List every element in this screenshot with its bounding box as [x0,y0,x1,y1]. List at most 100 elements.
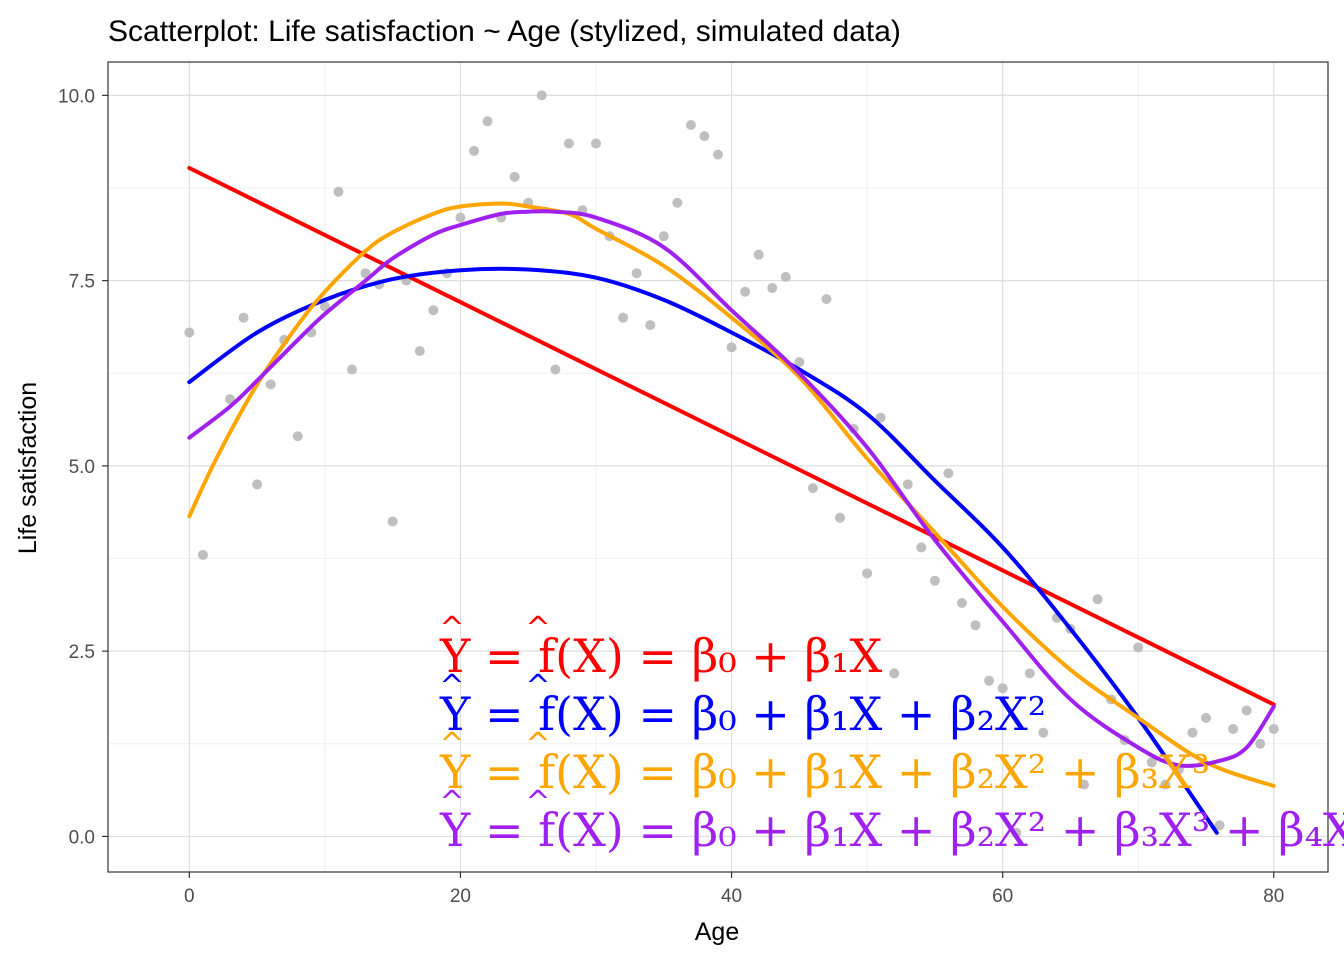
data-point [699,131,710,142]
fit-line-quadratic [187,266,1219,835]
data-point [197,549,208,560]
data-point [780,271,791,282]
x-tick-label: 0 [184,886,195,907]
data-point [1268,723,1279,734]
data-point [184,327,195,338]
data-point [1255,738,1266,749]
hat-mark-f: ^ [525,669,550,704]
grid-major [108,62,1328,872]
data-point [252,479,263,490]
data-point [984,675,995,686]
data-point [1038,727,1049,738]
data-point [482,116,493,127]
hat-mark-y: ^ [439,611,464,646]
fit-line-linear [187,166,1276,707]
data-point [713,149,723,160]
data-point [807,483,818,494]
hat-mark-f: ^ [525,611,550,646]
scatter-points [184,90,1279,838]
data-point [1146,757,1157,768]
chart-title: Scatterplot: Life satisfaction ~ Age (st… [108,15,901,48]
data-point [929,575,940,586]
data-point [319,301,330,312]
hat-mark-y: ^ [439,669,464,704]
data-point [740,286,751,297]
equation-cubic: Y = f(X) = β₀ + β₁X + β₂X² + β₃X³ [439,745,1210,799]
data-point [997,683,1008,694]
data-point [821,294,832,305]
data-point [428,305,439,316]
data-point [563,138,574,149]
equation-linear: Y = f(X) = β₀ + β₁X [439,629,882,683]
y-tick-label: 0.0 [69,827,95,848]
x-tick-label: 40 [721,886,742,907]
data-point [469,145,479,156]
data-point [509,171,520,182]
data-point [225,394,235,405]
data-point [1201,712,1211,723]
data-point [658,231,669,242]
fit-line-cubic [187,201,1276,788]
data-point [1079,779,1089,790]
hat-mark-y: ^ [439,785,464,820]
equation-annotations: Y = f(X) = β₀ + β₁X^ ^Y = f(X) = β₀ + β₁X… [439,611,1344,857]
data-point [265,379,276,390]
y-tick-label: 5.0 [69,457,95,478]
y-tick-label: 10.0 [58,86,95,107]
data-point [455,212,466,223]
data-point [292,431,303,442]
equation-quartic: Y = f(X) = β₀ + β₁X + β₂X² + β₃X³ + β₄X⁴ [439,803,1344,857]
x-tick-label: 80 [1263,886,1284,907]
fit-lines [187,166,1276,835]
data-point [794,357,805,368]
x-axis-title: Age [695,918,739,946]
data-point [835,512,845,523]
data-point [1187,727,1198,738]
x-tick-label: 60 [992,886,1013,907]
data-point [387,516,398,527]
data-point [1160,779,1171,790]
y-axis-title: Life satisfaction [14,382,42,554]
x-axis-ticks: 0 20 40 60 80 [184,872,1284,907]
data-point [536,90,547,101]
data-point [414,346,425,357]
hat-mark-f: ^ [525,785,550,820]
data-point [726,342,737,353]
data-point [1092,594,1103,605]
fit-line-quartic [187,209,1276,768]
data-point [889,668,900,679]
data-point [970,620,981,631]
data-point [1024,668,1035,679]
y-axis-ticks: 0.0 2.5 5.0 7.5 10.0 [58,86,108,848]
data-point [943,468,954,479]
x-tick-label: 20 [450,886,471,907]
y-tick-label: 7.5 [69,272,95,293]
data-point [767,283,778,294]
hat-mark-f: ^ [525,727,550,762]
data-point [685,119,696,130]
data-point [347,364,357,375]
equation-quadratic: Y = f(X) = β₀ + β₁X + β₂X² [439,687,1046,741]
data-point [1214,820,1225,831]
data-point [875,412,886,423]
data-point [672,197,683,208]
y-tick-label: 2.5 [69,642,95,663]
hat-mark-y: ^ [439,727,464,762]
data-point [360,268,371,279]
data-point [1241,705,1252,716]
data-point [591,138,601,149]
data-point [618,312,629,323]
data-point [238,312,249,323]
data-point [916,542,927,553]
data-point [902,479,913,490]
data-point [1011,827,1022,838]
data-point [550,364,561,375]
data-point [631,268,642,279]
data-point [333,186,344,197]
data-point [753,249,764,260]
data-point [957,597,967,608]
data-point [1133,642,1144,653]
data-point [645,320,656,331]
